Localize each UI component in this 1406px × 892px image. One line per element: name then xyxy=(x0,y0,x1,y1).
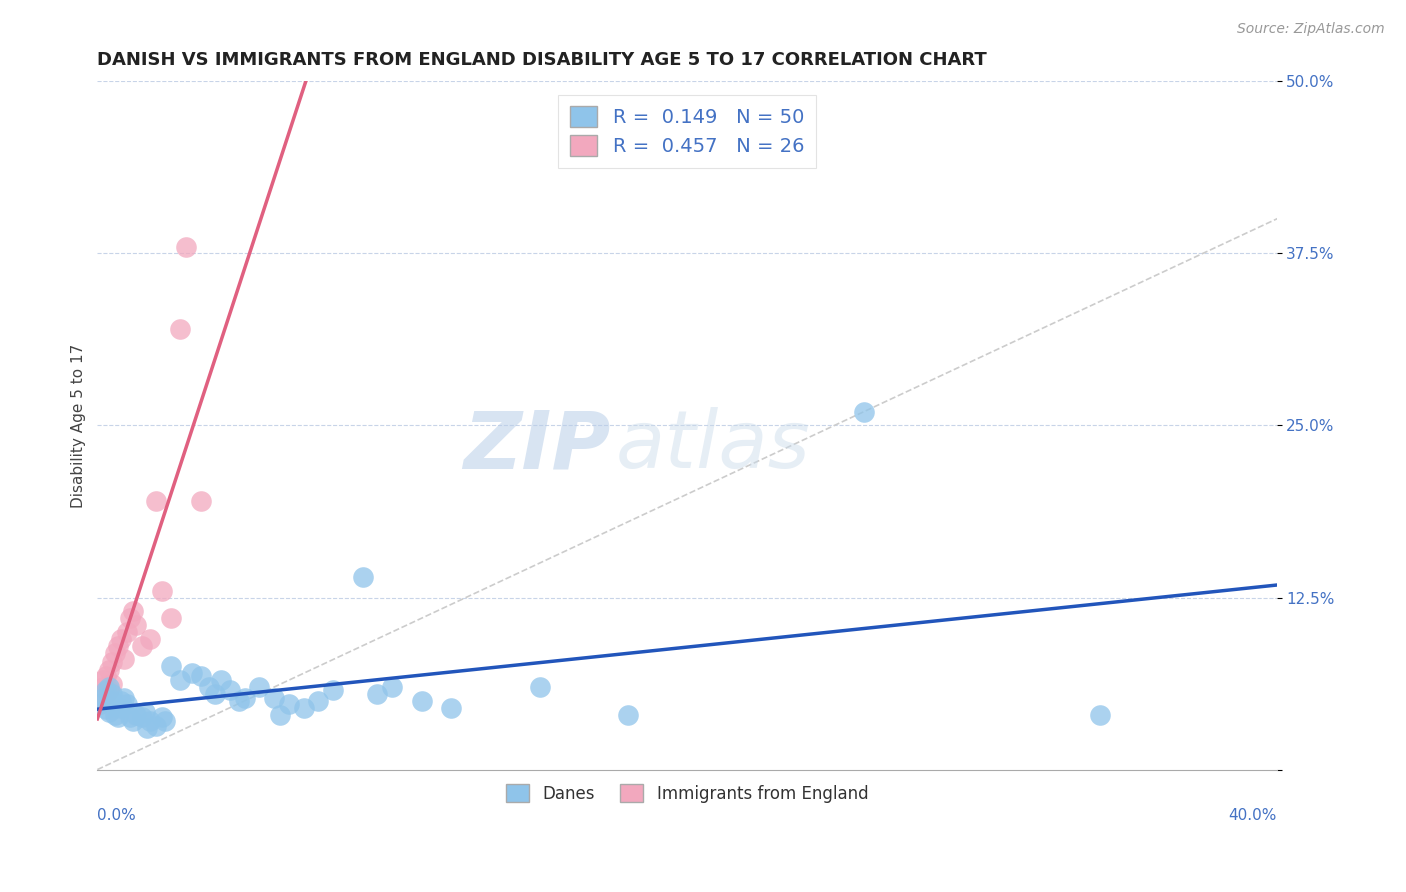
Point xyxy=(322,682,344,697)
Text: atlas: atlas xyxy=(616,407,811,485)
Point xyxy=(110,694,132,708)
Point xyxy=(366,687,388,701)
Point xyxy=(89,697,111,711)
Point xyxy=(145,494,167,508)
Point xyxy=(121,604,143,618)
Point xyxy=(112,652,135,666)
Point xyxy=(121,714,143,729)
Point xyxy=(190,669,212,683)
Point xyxy=(190,494,212,508)
Point xyxy=(153,714,176,729)
Text: 40.0%: 40.0% xyxy=(1229,808,1277,823)
Point xyxy=(98,705,121,719)
Point xyxy=(411,694,433,708)
Point xyxy=(134,705,156,719)
Point xyxy=(96,702,118,716)
Point xyxy=(145,718,167,732)
Point xyxy=(136,721,159,735)
Point xyxy=(124,618,146,632)
Point xyxy=(180,666,202,681)
Point xyxy=(352,570,374,584)
Point xyxy=(107,639,129,653)
Point xyxy=(228,694,250,708)
Y-axis label: Disability Age 5 to 17: Disability Age 5 to 17 xyxy=(72,343,86,508)
Point xyxy=(98,680,121,694)
Point xyxy=(104,707,127,722)
Point xyxy=(89,687,111,701)
Point xyxy=(209,673,232,687)
Point xyxy=(269,707,291,722)
Point xyxy=(617,707,640,722)
Point xyxy=(101,655,124,669)
Text: DANISH VS IMMIGRANTS FROM ENGLAND DISABILITY AGE 5 TO 17 CORRELATION CHART: DANISH VS IMMIGRANTS FROM ENGLAND DISABI… xyxy=(97,51,987,69)
Point xyxy=(131,710,153,724)
Point xyxy=(98,664,121,678)
Point xyxy=(529,680,551,694)
Point xyxy=(852,405,875,419)
Point xyxy=(101,677,124,691)
Point xyxy=(233,691,256,706)
Point xyxy=(160,659,183,673)
Point xyxy=(204,687,226,701)
Point xyxy=(139,714,162,729)
Point xyxy=(307,694,329,708)
Point xyxy=(118,710,141,724)
Point xyxy=(115,624,138,639)
Point xyxy=(160,611,183,625)
Point xyxy=(278,697,301,711)
Point xyxy=(150,583,173,598)
Point xyxy=(112,691,135,706)
Point xyxy=(91,673,114,687)
Point xyxy=(96,687,118,701)
Point xyxy=(169,322,191,336)
Point xyxy=(98,682,121,697)
Point xyxy=(198,680,221,694)
Point xyxy=(440,700,463,714)
Text: ZIP: ZIP xyxy=(463,407,610,485)
Text: Source: ZipAtlas.com: Source: ZipAtlas.com xyxy=(1237,22,1385,37)
Point xyxy=(110,632,132,646)
Point xyxy=(139,632,162,646)
Point xyxy=(96,682,118,697)
Point xyxy=(1088,707,1111,722)
Point xyxy=(263,691,285,706)
Text: 0.0%: 0.0% xyxy=(97,808,136,823)
Point xyxy=(107,710,129,724)
Point xyxy=(150,710,173,724)
Point xyxy=(115,697,138,711)
Point xyxy=(91,691,114,706)
Point xyxy=(249,680,271,694)
Legend: Danes, Immigrants from England: Danes, Immigrants from England xyxy=(499,778,875,809)
Point xyxy=(381,680,404,694)
Point xyxy=(292,700,315,714)
Point xyxy=(219,682,242,697)
Point xyxy=(104,646,127,660)
Point xyxy=(124,707,146,722)
Point xyxy=(89,697,111,711)
Point xyxy=(131,639,153,653)
Point xyxy=(101,687,124,701)
Point xyxy=(96,669,118,683)
Point xyxy=(101,694,124,708)
Point xyxy=(169,673,191,687)
Point xyxy=(174,239,197,253)
Point xyxy=(110,700,132,714)
Point xyxy=(91,680,114,694)
Point xyxy=(118,611,141,625)
